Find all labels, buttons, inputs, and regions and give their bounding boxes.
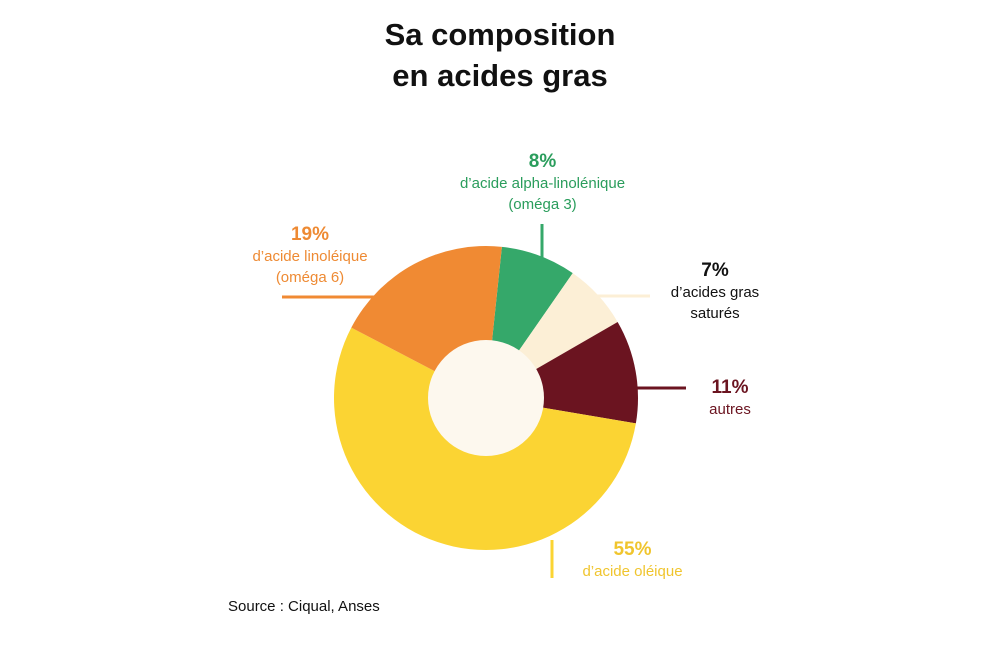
- label-saturated-value: 7%: [701, 260, 729, 281]
- label-linoleic-value: 19%: [290, 224, 330, 245]
- label-other: 11% autres: [690, 376, 770, 420]
- label-alpha-linolenic-text: d’acide alpha-linolénique: [459, 175, 626, 192]
- label-saturated-text: d’acides gras: [670, 284, 760, 301]
- label-alpha-linolenic-value: 8%: [528, 151, 557, 172]
- chart-title: Sa composition en acides gras: [0, 14, 1000, 96]
- source-note: Source : Ciqual, Anses: [228, 598, 380, 615]
- label-other-text: autres: [709, 401, 751, 418]
- label-alpha-linolenic: 8% d’acide alpha-linolénique (oméga 3): [400, 150, 685, 215]
- label-saturated: 7% d’acides gras saturés: [645, 259, 785, 324]
- label-linoleic: 19% d’acide linoléique (oméga 6): [225, 223, 395, 288]
- label-linoleic-text: d’acide linoléique: [252, 248, 368, 265]
- label-linoleic-subtext: (oméga 6): [275, 269, 345, 286]
- chart-title-line-2: en acides gras: [392, 58, 608, 93]
- label-oleic: 55% d’acide oléique: [560, 538, 705, 582]
- label-other-value: 11%: [711, 377, 749, 398]
- label-oleic-value: 55%: [613, 539, 652, 560]
- label-alpha-linolenic-subtext: (oméga 3): [508, 196, 577, 213]
- label-oleic-text: d’acide oléique: [582, 563, 683, 580]
- donut-center: [428, 340, 544, 456]
- chart-title-line-1: Sa composition: [384, 17, 616, 52]
- label-saturated-subtext: saturés: [690, 305, 740, 322]
